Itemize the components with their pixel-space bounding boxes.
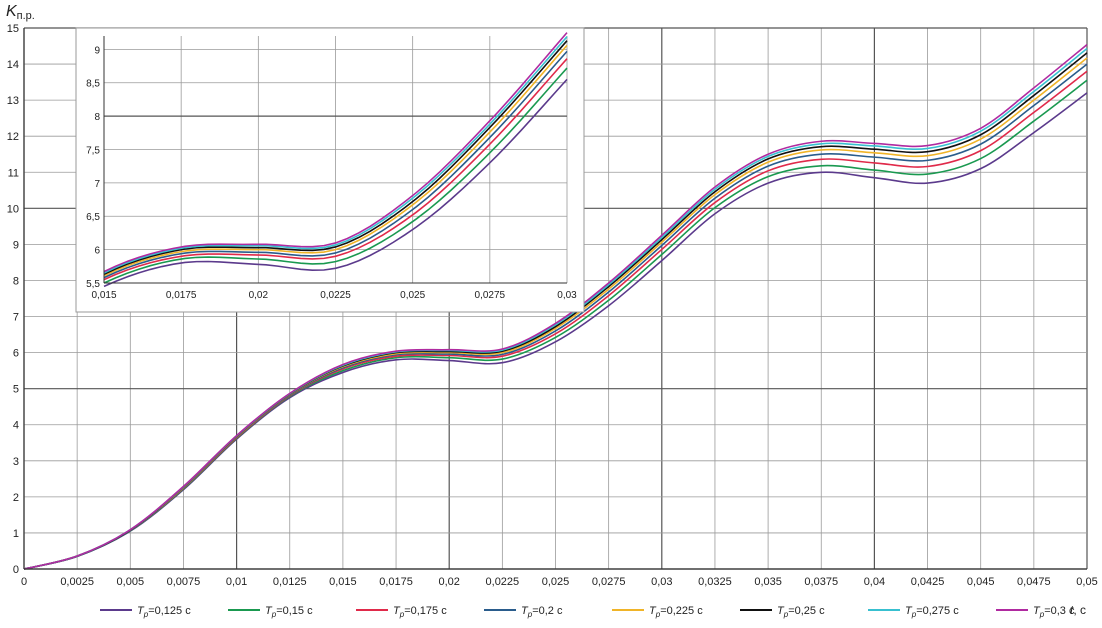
x-tick-label: 0,0225 <box>486 576 520 588</box>
x-tick-label: 0,0275 <box>592 576 626 588</box>
legend-label: Tр=0,2 с <box>521 605 563 619</box>
y-tick-label: 12 <box>7 131 19 143</box>
x-tick-label: 0,0325 <box>698 576 732 588</box>
y-tick-label: 7 <box>13 312 19 324</box>
inset-y-tick-label: 6 <box>94 246 100 257</box>
inset-axes <box>103 36 567 284</box>
x-tick-label: 0,045 <box>967 576 995 588</box>
y-axis-label: Kп.р. <box>6 3 35 22</box>
inset-series <box>103 32 568 288</box>
x-tick-label: 0,0475 <box>1017 576 1051 588</box>
x-tick-label: 0,015 <box>329 576 357 588</box>
y-tick-label: 5 <box>13 384 19 396</box>
inset-series-line <box>103 58 568 281</box>
y-tick-label: 10 <box>7 203 19 215</box>
inset-series-line <box>103 36 568 274</box>
x-tick-label: 0,0075 <box>167 576 201 588</box>
inset-series-line <box>103 40 568 276</box>
inset-x-tick-label: 0,03 <box>557 290 577 301</box>
main-series <box>23 43 1088 570</box>
inset-y-tick-label: 8,5 <box>86 79 100 90</box>
x-axis-label: t, с <box>1070 603 1086 617</box>
inset-x-tick-label: 0,0225 <box>320 290 351 301</box>
inset-x-tick-label: 0,02 <box>249 290 269 301</box>
x-tick-label: 0,035 <box>754 576 782 588</box>
inset-chart: 0,015 0,0175 0,02 0,0225 0,025 0,0275 0,03 5,5… <box>75 27 585 313</box>
inset-series-line <box>103 44 568 277</box>
y-tick-label: 2 <box>13 492 19 504</box>
legend-label: Tр=0,275 с <box>905 605 959 619</box>
y-tick-label: 15 <box>7 23 19 35</box>
inset-y-tick-label: 5,5 <box>86 279 100 290</box>
legend-label: Tр=0,25 с <box>777 605 825 619</box>
inset-series-line <box>103 67 568 284</box>
main-axes <box>23 28 1087 570</box>
legend-label: Tр=0,15 с <box>265 605 313 619</box>
inset-series-line <box>103 32 568 273</box>
inset-y-tick-label: 8 <box>94 112 100 123</box>
y-tick-label: 14 <box>7 59 19 71</box>
inset-x-tick-label: 0,0275 <box>475 290 506 301</box>
y-tick-label: 9 <box>13 239 19 251</box>
x-tick-label: 0,04 <box>864 576 885 588</box>
x-tick-label: 0 <box>21 576 27 588</box>
legend-label: Tр=0,125 с <box>137 605 191 619</box>
legend-label: Tр=0,225 с <box>649 605 703 619</box>
inset-y-tick-label: 7,5 <box>86 145 100 156</box>
inset-background <box>75 27 585 313</box>
x-tick-label: 0,0375 <box>804 576 838 588</box>
y-tick-label: 6 <box>13 348 19 360</box>
legend: Tр=0,125 с Tр=0,15 с Tр=0,175 с Tр=0,2 с Tр=… <box>100 605 1075 619</box>
x-tick-label: 0,0125 <box>273 576 307 588</box>
x-tick-label: 0,01 <box>226 576 247 588</box>
legend-label: Tр=0,175 с <box>393 605 447 619</box>
inset-series-line <box>103 50 568 279</box>
x-tick-label: 0,0425 <box>911 576 945 588</box>
x-tick-labels: 0 0,0025 0,005 0,0075 0,01 0,0125 0,015 0,0175 0… <box>21 576 1098 588</box>
inset-y-tick-labels: 5,5 6 6,5 7 7,5 8 8,5 9 <box>86 45 100 290</box>
x-tick-label: 0,05 <box>1076 576 1097 588</box>
x-tick-label: 0,03 <box>651 576 672 588</box>
y-tick-label: 4 <box>13 420 19 432</box>
series-line <box>23 43 1088 570</box>
inset-y-tick-label: 7 <box>94 179 100 190</box>
y-tick-label: 0 <box>13 564 19 576</box>
inset-x-tick-label: 0,0175 <box>166 290 197 301</box>
inset-series-line <box>103 78 568 288</box>
x-tick-label: 0,02 <box>438 576 459 588</box>
y-tick-label: 3 <box>13 456 19 468</box>
y-tick-label: 8 <box>13 275 19 287</box>
inset-x-tick-label: 0,015 <box>91 290 116 301</box>
legend-label: Tр=0,3 с <box>1033 605 1075 619</box>
x-tick-label: 0,0175 <box>379 576 413 588</box>
x-tick-label: 0,005 <box>117 576 145 588</box>
inset-y-tick-label: 6,5 <box>86 212 100 223</box>
y-tick-label: 13 <box>7 95 19 107</box>
y-tick-label: 11 <box>8 167 19 179</box>
inset-x-tick-label: 0,025 <box>400 290 425 301</box>
x-tick-label: 0,025 <box>542 576 570 588</box>
inset-y-tick-label: 9 <box>94 45 100 56</box>
x-tick-label: 0,0025 <box>60 576 94 588</box>
inset-x-tick-labels: 0,015 0,0175 0,02 0,0225 0,025 0,0275 0,03 <box>91 290 577 301</box>
y-tick-label: 1 <box>13 528 19 540</box>
